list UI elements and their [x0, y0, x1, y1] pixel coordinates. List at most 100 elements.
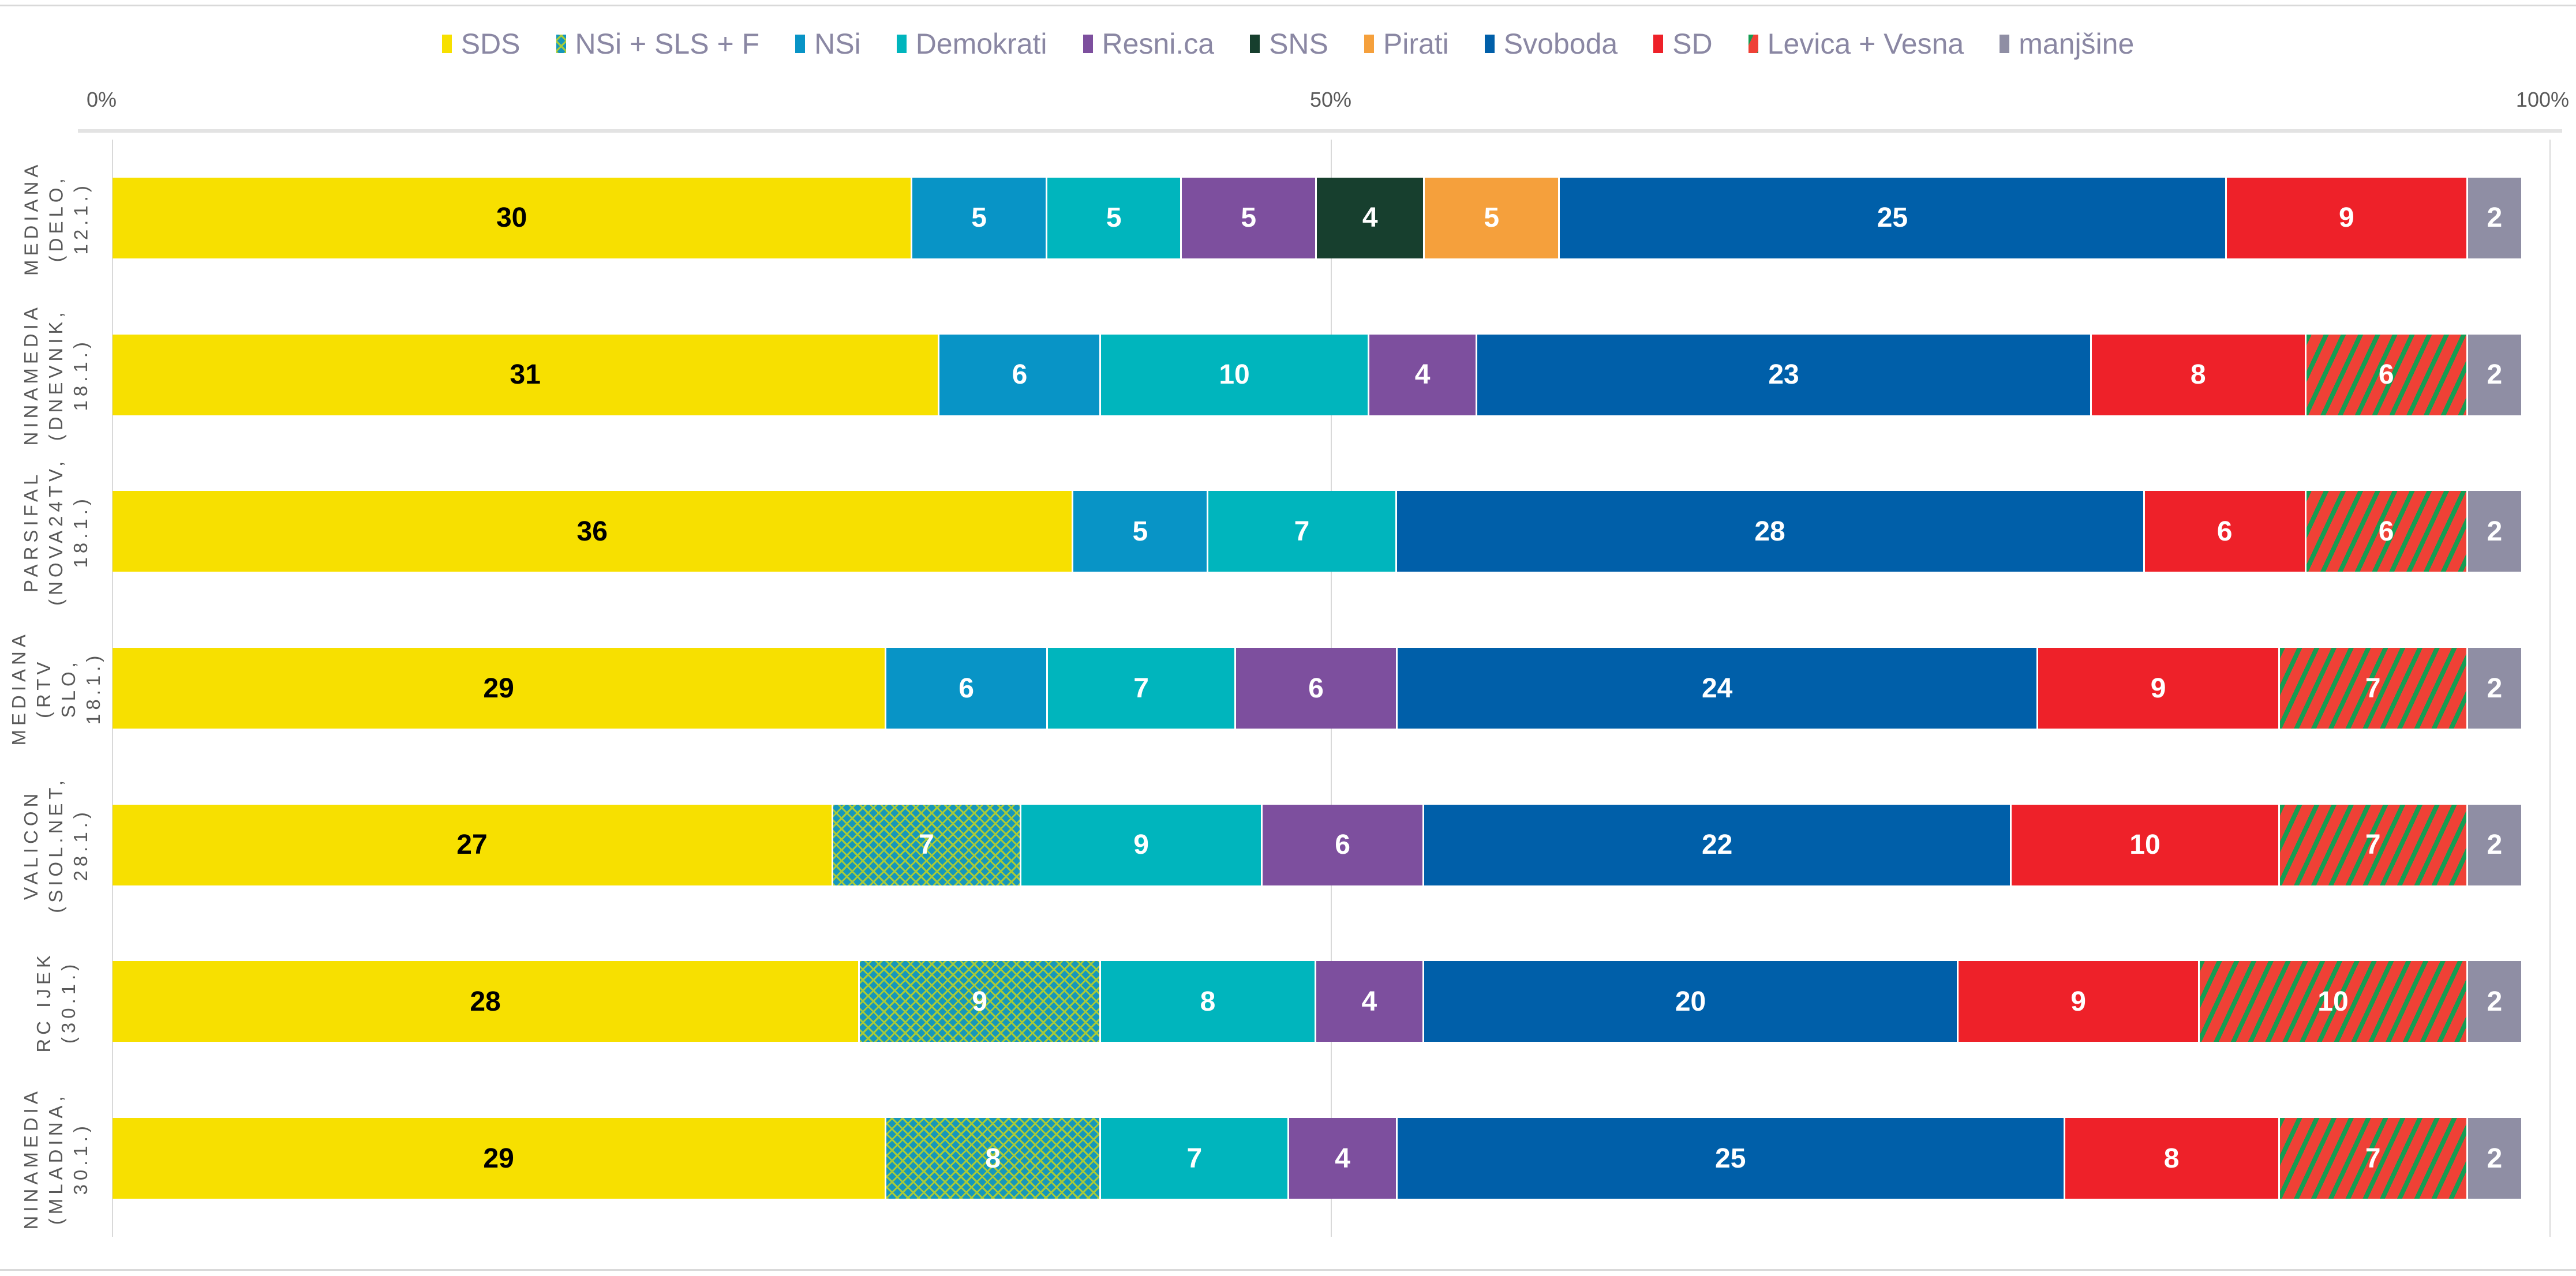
segment-value-label: 10 [2317, 986, 2349, 1017]
row-label-cell-ninamedia-mladina-30-1: NINAMEDIA (MLADINA, 30.1.) [0, 1080, 113, 1237]
legend-label-levica-vesna: Levica + Vesna [1767, 28, 1964, 60]
legend-item-sds: SDS [441, 27, 521, 61]
segment-nsi-sls-f: 8 [886, 1118, 1100, 1199]
legend-swatch-nsi [795, 35, 806, 53]
segment-svoboda: 25 [1397, 1118, 2064, 1199]
segment-value-label: 5 [1106, 202, 1122, 234]
segment-demokrati: 7 [1048, 648, 1235, 729]
legend-swatch-pirati [1364, 35, 1374, 53]
segment-sns: 4 [1317, 177, 1424, 258]
segment-value-label: 25 [1877, 202, 1908, 234]
segment-nsi-sls-f: 7 [833, 804, 1020, 885]
segment-nsi-sls-f: 9 [860, 961, 1100, 1042]
legend-label-svoboda: Svoboda [1503, 28, 1618, 60]
legend-label-pirati: Pirati [1383, 28, 1449, 60]
segment-value-label: 31 [510, 359, 541, 391]
row-label-cell-parsifal-nova24tv-18-1: PARSIFAL (NOVA24TV, 18.1.) [0, 453, 113, 610]
segment-svoboda: 25 [1560, 177, 2225, 258]
segment-value-label: 8 [2163, 1143, 2180, 1174]
segment-value-label: 2 [2487, 830, 2503, 861]
segment-sd: 9 [2226, 177, 2466, 258]
legend-item-nsi-sls-f: NSi + SLS + F [556, 27, 759, 61]
chart-rows: MEDIANA (DELO, 12.1.) 30 5 5 5 4 5 25 9 2 NINAMEDI… [0, 140, 2576, 1237]
segment-value-label: 7 [2365, 673, 2381, 704]
segment-manj-ine: 2 [2468, 491, 2522, 572]
segment-svoboda: 23 [1477, 334, 2090, 415]
gridline-100pct [2549, 140, 2551, 1237]
segment-value-label: 9 [2150, 673, 2166, 704]
legend: SDS NSi + SLS + F NSi Demokrati Resni.ca SNS P… [0, 22, 2576, 66]
row-label-cell-valicon-siol-net-28-1: VALICON (SIOL.NET, 28.1.) [0, 767, 113, 924]
bar-mediana-rtv-slo-18-1: 29 6 7 6 24 9 7 2 [113, 648, 2521, 729]
segment-manj-ine: 2 [2468, 1118, 2521, 1199]
segment-demokrati: 5 [1047, 177, 1181, 258]
segment-value-label: 7 [919, 830, 934, 861]
segment-svoboda: 28 [1396, 491, 2143, 572]
legend-label-sns: SNS [1269, 28, 1328, 60]
segment-value-label: 6 [1335, 830, 1350, 861]
segment-nsi: 6 [886, 648, 1047, 729]
segment-value-label: 4 [1414, 359, 1431, 391]
bar-mediana-delo-12-1: 30 5 5 5 4 5 25 9 2 [113, 177, 2522, 258]
segment-value-label: 29 [483, 1143, 514, 1174]
segment-sd: 8 [2091, 334, 2305, 415]
row-mediana-rtv-slo-18-1: MEDIANA (RTV SLO, 18.1.) 29 6 7 6 24 9 7 2 [0, 610, 2576, 767]
row-parsifal-nova24tv-18-1: PARSIFAL (NOVA24TV, 18.1.) 36 5 7 28 6 6 2 [0, 453, 2576, 610]
segment-value-label: 6 [958, 673, 974, 704]
row-label-ninamedia-dnevnik-18-1: NINAMEDIA (DNEVNIK, 18.1.) [20, 303, 91, 446]
segment-svoboda: 20 [1424, 961, 1957, 1042]
row-label-cell-mediana-delo-12-1: MEDIANA (DELO, 12.1.) [0, 140, 113, 297]
segment-value-label: 24 [1701, 673, 1733, 704]
bar-ninamedia-mladina-30-1: 29 8 7 4 25 8 7 2 [113, 1118, 2521, 1199]
segment-value-label: 5 [971, 202, 987, 234]
segment-resni-ca: 4 [1316, 961, 1423, 1042]
legend-item-sd: SD [1653, 27, 1713, 61]
segment-demokrati: 8 [1101, 961, 1315, 1042]
segment-value-label: 7 [2365, 830, 2381, 861]
segment-demokrati: 9 [1021, 804, 1261, 885]
segment-sd: 10 [2012, 804, 2278, 885]
x-axis-tick-100: 100% [2515, 88, 2569, 111]
legend-label-resni-ca: Resni.ca [1102, 28, 1215, 60]
bar-ninamedia-dnevnik-18-1: 31 6 10 4 23 8 6 2 [113, 334, 2521, 415]
segment-sds: 30 [113, 177, 911, 258]
segment-value-label: 6 [2378, 516, 2394, 547]
segment-value-label: 25 [1715, 1143, 1746, 1174]
segment-value-label: 6 [2216, 516, 2233, 547]
row-label-valicon-siol-net-28-1: VALICON (SIOL.NET, 28.1.) [20, 776, 91, 914]
bar-rc-ijek-30-1: 28 9 8 4 20 9 10 2 [113, 961, 2521, 1042]
segment-value-label: 29 [483, 673, 514, 704]
segment-value-label: 9 [972, 986, 988, 1017]
segment-sds: 31 [113, 334, 938, 415]
legend-item-demokrati: Demokrati [896, 27, 1047, 61]
legend-swatch-sd [1653, 35, 1664, 53]
segment-value-label: 6 [1012, 359, 1028, 391]
segment-value-label: 6 [2378, 359, 2394, 391]
segment-value-label: 36 [576, 516, 608, 547]
legend-swatch-nsi-sls-f [556, 35, 566, 53]
segment-nsi: 5 [912, 177, 1046, 258]
bar-valicon-siol-net-28-1: 27 7 9 6 22 10 7 2 [113, 804, 2521, 885]
row-label-ninamedia-mladina-30-1: NINAMEDIA (MLADINA, 30.1.) [20, 1087, 91, 1230]
segment-sds: 28 [113, 961, 859, 1042]
row-label-rc-ijek-30-1: RC IJEK (30.1.) [32, 951, 79, 1053]
legend-label-demokrati: Demokrati [915, 28, 1047, 60]
segment-sd: 9 [1958, 961, 2199, 1042]
legend-item-resni-ca: Resni.ca [1083, 27, 1215, 61]
segment-nsi: 6 [939, 334, 1100, 415]
segment-value-label: 28 [1754, 516, 1785, 547]
segment-levica-vesna: 6 [2306, 491, 2466, 572]
segment-levica-vesna: 7 [2279, 648, 2466, 729]
segment-sds: 29 [113, 1118, 885, 1199]
row-label-mediana-rtv-slo-18-1: MEDIANA (RTV SLO, 18.1.) [8, 631, 104, 746]
row-rc-ijek-30-1: RC IJEK (30.1.) 28 9 8 4 20 9 10 2 [0, 924, 2576, 1080]
legend-swatch-manj-ine [2000, 35, 2010, 53]
segment-value-label: 2 [2487, 202, 2503, 234]
segment-value-label: 23 [1768, 359, 1799, 391]
row-valicon-siol-net-28-1: VALICON (SIOL.NET, 28.1.) 27 7 9 6 22 10 7 2 [0, 767, 2576, 924]
segment-value-label: 5 [1484, 202, 1500, 234]
segment-value-label: 7 [2365, 1143, 2381, 1174]
segment-pirati: 5 [1425, 177, 1559, 258]
segment-value-label: 2 [2487, 359, 2503, 391]
